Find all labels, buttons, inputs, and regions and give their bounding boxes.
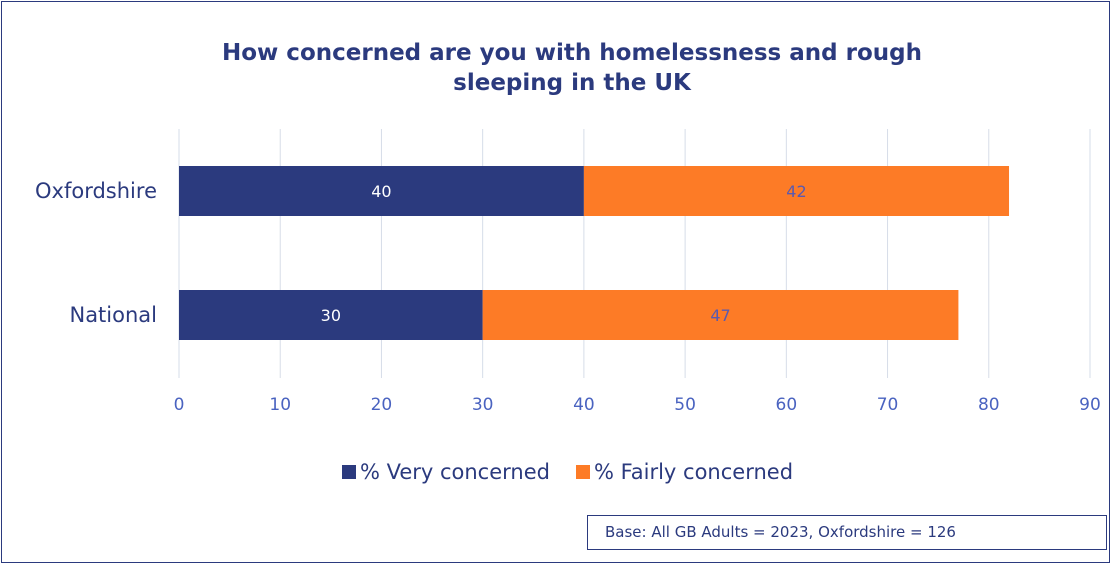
x-tick-label: 0 <box>174 395 185 415</box>
x-tick-label: 10 <box>269 395 291 415</box>
x-tick-label: 40 <box>573 395 595 415</box>
x-tick-label: 30 <box>472 395 494 415</box>
bar-fairly-concerned <box>482 290 959 340</box>
bar-fairly-concerned <box>583 166 1010 216</box>
x-tick-label: 20 <box>371 395 393 415</box>
category-label: Oxfordshire <box>35 179 157 203</box>
chart-title: How concerned are you with homelessness … <box>2 38 1113 98</box>
data-label: 47 <box>710 306 730 325</box>
legend-label: % Fairly concerned <box>593 460 794 484</box>
legend-item-very: % Very concerned <box>341 460 550 484</box>
bar-very-concerned <box>179 166 584 216</box>
legend-swatch <box>575 465 590 479</box>
legend: % Very concerned % Fairly concerned <box>2 460 1113 484</box>
base-note: Base: All GB Adults = 2023, Oxfordshire … <box>587 515 1107 550</box>
x-tick-label: 60 <box>776 395 798 415</box>
legend-swatch <box>341 465 356 479</box>
category-label: National <box>69 303 157 327</box>
chart-title-line: sleeping in the UK <box>453 70 691 96</box>
legend-item-fairly: % Fairly concerned <box>575 460 794 484</box>
x-tick-label: 70 <box>877 395 899 415</box>
x-tick-label: 90 <box>1079 395 1101 415</box>
x-tick-label: 50 <box>674 395 696 415</box>
legend-label: % Very concerned <box>359 460 550 484</box>
data-label: 40 <box>371 182 391 201</box>
chart-title-line: How concerned are you with homelessness … <box>222 40 922 66</box>
bar-chart: 0 10 20 30 40 50 60 70 80 90 Oxfordshire 40 42 Nation… <box>35 129 1101 415</box>
bar-very-concerned <box>179 290 483 340</box>
x-tick-label: 80 <box>978 395 1000 415</box>
data-label: 42 <box>786 182 806 201</box>
data-label: 30 <box>321 306 341 325</box>
